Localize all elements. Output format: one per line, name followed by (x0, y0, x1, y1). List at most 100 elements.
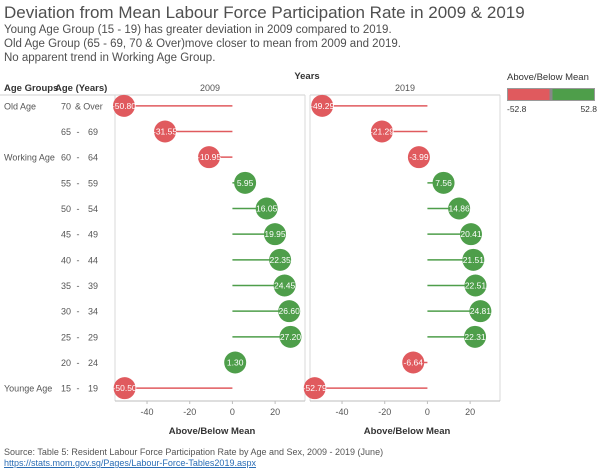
age-separator-label: - (77, 178, 80, 188)
age-start-label: 55 (61, 178, 71, 188)
lollipop-dot (464, 274, 487, 297)
lollipop-value-label: 26.60 (279, 306, 301, 316)
lollipop-value-label: -21.29 (370, 127, 394, 137)
age-end-label: 24 (88, 358, 98, 368)
lollipop-dot (278, 300, 301, 323)
lollipop-dot (462, 248, 485, 271)
age-end-label: 64 (88, 153, 98, 163)
lollipop-value-label: 14.86 (448, 204, 470, 214)
lollipop-dot (311, 94, 334, 117)
subtitle-line-3: No apparent trend in Working Age Group. (4, 52, 216, 64)
x-axis-title: Above/Below Mean (364, 426, 451, 437)
age-separator-label: - (77, 153, 80, 163)
age-separator-label: - (77, 127, 80, 137)
x-tick-label: -20 (378, 407, 391, 417)
age-end-label: 69 (88, 127, 98, 137)
lollipop-dot (402, 351, 425, 374)
x-tick-label: -40 (141, 407, 154, 417)
x-axis-title: Above/Below Mean (169, 426, 256, 437)
x-tick-label: 0 (425, 407, 430, 417)
columns-header: Years (294, 71, 319, 82)
x-tick-label: -40 (336, 407, 349, 417)
age-group-label: Younge Age (4, 384, 52, 394)
lollipop-dot (448, 197, 471, 220)
panel-header-bg (115, 81, 305, 91)
legend-color-ramp (507, 88, 595, 101)
lollipop-value-label: -10.95 (197, 152, 221, 162)
lollipop-value-label: 7.56 (435, 178, 452, 188)
age-end-label: 44 (88, 255, 98, 265)
source-note: Source: Table 5: Resident Labour Force P… (4, 447, 384, 457)
legend-min-label: -52.8 (507, 104, 527, 114)
color-legend[interactable]: Above/Below Mean -52.8 52.8 (507, 72, 599, 114)
lollipop-dot (255, 197, 278, 220)
age-separator-label: - (77, 307, 80, 317)
lollipop-value-label: -3.99 (409, 152, 429, 162)
lollipop-dot (198, 146, 221, 169)
age-group-label: Old Age (4, 101, 36, 111)
panel-year-label: 2019 (395, 83, 415, 93)
age-start-label: 35 (61, 281, 71, 291)
lollipop-value-label: 20.41 (460, 229, 482, 239)
lollipop-value-label: -49.29 (310, 101, 334, 111)
panel-header-bg (310, 81, 500, 91)
age-separator-label: - (77, 358, 80, 368)
lollipop-value-label: 27.20 (280, 332, 302, 342)
age-group-label: Working Age (4, 153, 55, 163)
lollipop-dot (432, 171, 455, 194)
age-separator-label: - (77, 230, 80, 240)
lollipop-value-label: 16.05 (256, 204, 278, 214)
lollipop-value-label: 21.51 (463, 255, 485, 265)
age-end-label: 19 (88, 384, 98, 394)
lollipop-value-label: 24.81 (470, 306, 492, 316)
lollipop-value-label: -31.55 (153, 127, 177, 137)
age-separator-label: - (77, 384, 80, 394)
age-separator-label: - (77, 204, 80, 214)
x-tick-label: -20 (183, 407, 196, 417)
lollipop-dot (234, 171, 257, 194)
lollipop-value-label: -6.64 (404, 358, 424, 368)
subtitle-line-2: Old Age Group (65 - 69, 70 & Over)move c… (4, 38, 401, 50)
lollipop-dot (370, 120, 393, 143)
page-title: Deviation from Mean Labour Force Partici… (4, 3, 525, 22)
lollipop-value-label: 22.51 (465, 281, 487, 291)
age-start-label: 70 (61, 101, 71, 111)
age-start-label: 20 (61, 358, 71, 368)
lollipop-value-label: 5.95 (237, 178, 254, 188)
lollipop-value-label: 1.30 (227, 358, 244, 368)
lollipop-value-label: 24.45 (274, 281, 296, 291)
lollipop-dot (459, 223, 482, 246)
age-end-label: 59 (88, 178, 98, 188)
lollipop-dot (154, 120, 177, 143)
legend-max-label: 52.8 (580, 104, 597, 114)
lollipop-value-label: -50.80 (112, 101, 136, 111)
age-start-label: 60 (61, 153, 71, 163)
age-end-label: 34 (88, 307, 98, 317)
panel-year-label: 2009 (200, 83, 220, 93)
age-separator-label: - (77, 281, 80, 291)
age-start-label: 15 (61, 384, 71, 394)
age-end-label: 54 (88, 204, 98, 214)
lollipop-value-label: 19.95 (264, 229, 286, 239)
lollipop-value-label: 22.35 (269, 255, 291, 265)
lollipop-value-label: 22.31 (464, 332, 486, 342)
age-end-label: 39 (88, 281, 98, 291)
source-link[interactable]: https://stats.mom.gov.sg/Pages/Labour-Fo… (4, 458, 256, 468)
age-end-label: 29 (88, 332, 98, 342)
age-start-label: 65 (61, 127, 71, 137)
lollipop-dot (303, 377, 326, 400)
age-separator-label: & (75, 101, 81, 111)
lollipop-dot (279, 325, 302, 348)
lollipop-dot (273, 274, 296, 297)
age-end-label: Over (83, 101, 103, 111)
lollipop-dot (469, 300, 492, 323)
age-start-label: 40 (61, 255, 71, 265)
lollipop-dot (112, 94, 135, 117)
age-start-label: 45 (61, 230, 71, 240)
x-tick-label: 0 (230, 407, 235, 417)
lollipop-dot (113, 377, 136, 400)
x-tick-label: 20 (270, 407, 280, 417)
age-end-label: 49 (88, 230, 98, 240)
row-header-age-years: Age (Years) (55, 83, 107, 94)
